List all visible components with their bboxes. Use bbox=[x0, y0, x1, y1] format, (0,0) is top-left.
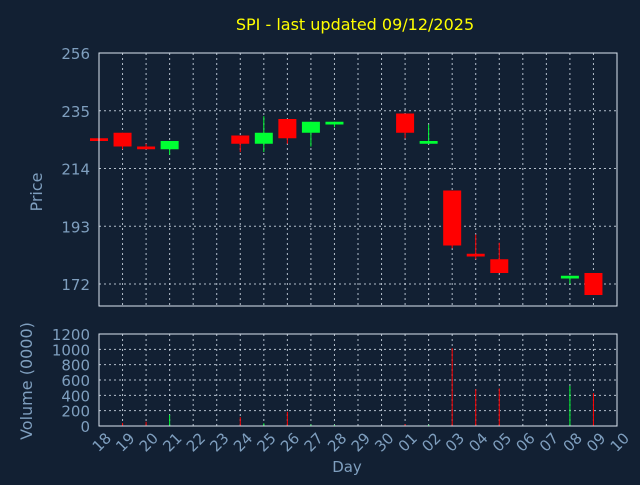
candle-03 bbox=[443, 190, 462, 249]
x-tick-label: 02 bbox=[418, 429, 444, 455]
candle-02 bbox=[419, 124, 438, 144]
x-tick-label: 26 bbox=[277, 429, 303, 455]
x-tick-label: 23 bbox=[206, 429, 232, 455]
candle-body bbox=[325, 121, 344, 125]
x-tick-label: 22 bbox=[183, 429, 209, 455]
volume-bars bbox=[122, 348, 594, 426]
candle-body bbox=[490, 259, 509, 273]
x-tick-label: 30 bbox=[371, 429, 397, 455]
x-tick-label: 10 bbox=[607, 429, 633, 455]
candle-21 bbox=[160, 141, 179, 155]
candle-08 bbox=[560, 275, 579, 284]
price-tick-label: 214 bbox=[61, 161, 90, 179]
volume-tick-label: 0 bbox=[80, 418, 90, 436]
price-tick-label: 193 bbox=[61, 218, 90, 236]
candle-body bbox=[466, 253, 485, 257]
price-candles bbox=[90, 113, 603, 295]
candle-body bbox=[137, 146, 156, 150]
price-axis-label: Price bbox=[27, 172, 46, 211]
x-tick-label: 19 bbox=[112, 429, 138, 455]
x-tick-label: 07 bbox=[536, 429, 562, 455]
x-tick-label: 21 bbox=[159, 429, 185, 455]
candle-24 bbox=[231, 135, 250, 152]
candle-body bbox=[396, 113, 415, 133]
candle-19 bbox=[113, 132, 132, 150]
x-tick-label: 06 bbox=[512, 429, 538, 455]
volume-tick-label: 1200 bbox=[52, 326, 90, 344]
volume-axis-label: Volume (0000) bbox=[17, 322, 36, 440]
candle-body bbox=[113, 132, 132, 147]
x-tick-label: 05 bbox=[489, 429, 515, 455]
candle-body bbox=[254, 132, 273, 144]
candle-25 bbox=[254, 116, 273, 152]
candle-09 bbox=[584, 273, 603, 295]
candle-20 bbox=[137, 143, 156, 150]
candle-body bbox=[560, 275, 579, 279]
volume-panel-frame bbox=[98, 333, 618, 427]
candle-27 bbox=[301, 121, 320, 147]
price-tick-label: 256 bbox=[61, 45, 90, 63]
x-tick-label: 18 bbox=[89, 429, 115, 455]
x-axis-label: Day bbox=[332, 458, 362, 476]
candle-body bbox=[231, 135, 250, 144]
x-tick-label: 04 bbox=[465, 429, 491, 455]
volume-tick-label: 1000 bbox=[52, 341, 90, 359]
x-tick-label: 25 bbox=[253, 429, 279, 455]
price-panel-frame bbox=[98, 52, 618, 307]
price-tick-label: 235 bbox=[61, 103, 90, 121]
x-tick-label: 27 bbox=[301, 429, 327, 455]
x-tick-label: 03 bbox=[442, 429, 468, 455]
x-tick-label: 08 bbox=[560, 429, 586, 455]
x-tick-label: 20 bbox=[136, 429, 162, 455]
x-tick-label: 24 bbox=[230, 429, 256, 455]
candle-body bbox=[443, 190, 462, 246]
x-tick-label: 09 bbox=[583, 429, 609, 455]
candle-body bbox=[419, 141, 438, 144]
candle-body bbox=[584, 273, 603, 295]
volume-tick-label: 600 bbox=[61, 372, 90, 390]
x-tick-label: 29 bbox=[348, 429, 374, 455]
candle-04 bbox=[466, 234, 485, 260]
volume-tick-label: 400 bbox=[61, 387, 90, 405]
candle-28 bbox=[325, 121, 344, 128]
candle-body bbox=[301, 121, 320, 133]
x-tick-label: 01 bbox=[395, 429, 421, 455]
volume-tick-label: 200 bbox=[61, 403, 90, 421]
candle-body bbox=[160, 141, 179, 150]
candle-01 bbox=[396, 113, 415, 139]
volume-tick-label: 800 bbox=[61, 357, 90, 375]
candle-26 bbox=[278, 119, 297, 144]
price-tick-label: 172 bbox=[61, 276, 90, 294]
candle-05 bbox=[490, 242, 509, 273]
grid-layer bbox=[99, 53, 617, 426]
candle-body bbox=[278, 119, 297, 139]
chart-title: SPI - last updated 09/12/2025 bbox=[236, 15, 474, 34]
x-tick-label: 28 bbox=[324, 429, 350, 455]
